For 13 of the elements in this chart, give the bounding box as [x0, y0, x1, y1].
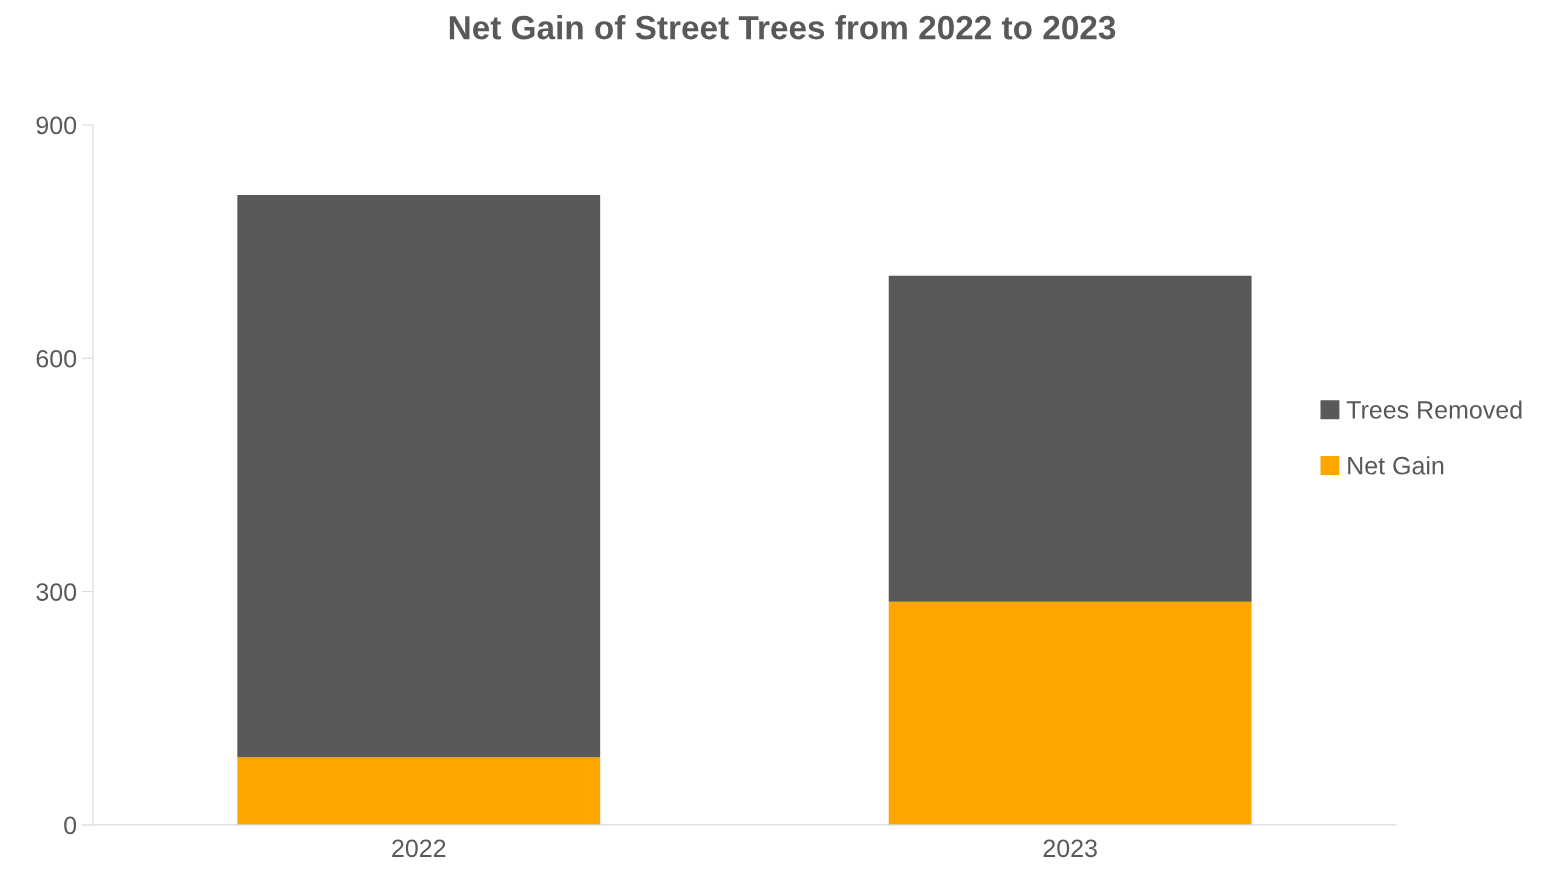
bar [888, 275, 1252, 602]
bar [237, 194, 601, 758]
chart-title: Net Gain of Street Trees from 2022 to 2023 [449, 14, 1116, 40]
y-tick-label: 300 [36, 583, 77, 601]
y-tick-label: 0 [64, 816, 77, 835]
y-tick-label: 600 [36, 349, 77, 368]
bar [237, 757, 601, 825]
legend-label: Net Gain [1348, 456, 1444, 475]
y-tick-label: 900 [36, 116, 77, 135]
x-tick-label: 2022 [392, 839, 446, 858]
legend-label: Trees Removed [1346, 400, 1522, 419]
bar [888, 601, 1252, 825]
x-tick-label: 2023 [1043, 839, 1097, 858]
